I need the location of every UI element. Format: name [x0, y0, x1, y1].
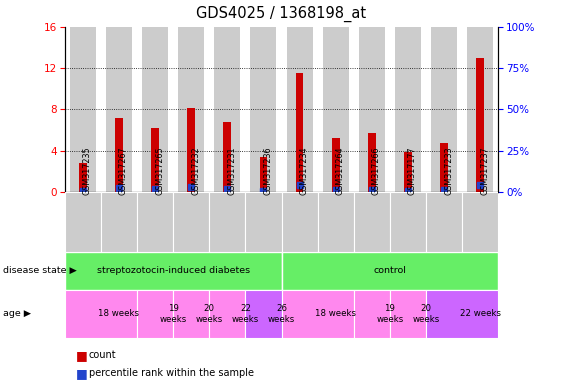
Bar [318, 192, 354, 252]
Bar [354, 192, 390, 252]
Bar [209, 192, 245, 252]
Text: percentile rank within the sample: percentile rank within the sample [89, 368, 254, 378]
Bar [296, 73, 303, 192]
Bar [151, 128, 159, 192]
Bar [173, 290, 209, 338]
Bar [359, 27, 385, 192]
Bar [368, 133, 376, 192]
Bar [390, 192, 426, 252]
Text: control: control [373, 266, 406, 275]
Text: GSM317264: GSM317264 [336, 146, 345, 195]
Text: GSM317232: GSM317232 [191, 146, 200, 195]
Bar [476, 58, 484, 192]
Text: 18 weeks: 18 weeks [99, 310, 140, 318]
Text: ■: ■ [76, 367, 88, 380]
Bar [404, 152, 412, 192]
Bar [137, 290, 173, 338]
Text: 19
weeks: 19 weeks [159, 304, 187, 324]
Text: 22
weeks: 22 weeks [232, 304, 259, 324]
Text: GSM317231: GSM317231 [227, 146, 236, 195]
Text: GDS4025 / 1368198_at: GDS4025 / 1368198_at [196, 5, 367, 22]
Bar [209, 290, 245, 338]
Bar [187, 108, 195, 192]
Text: GSM317236: GSM317236 [263, 146, 272, 195]
Bar [395, 27, 421, 192]
Bar [251, 27, 276, 192]
Bar [178, 27, 204, 192]
Bar [173, 192, 209, 252]
Bar [323, 27, 348, 192]
Bar [390, 290, 426, 338]
Bar [354, 290, 390, 338]
Text: 26
weeks: 26 weeks [268, 304, 295, 324]
Bar [467, 27, 493, 192]
Text: count: count [89, 350, 117, 360]
Bar [282, 192, 318, 252]
Bar [70, 27, 96, 192]
Bar [65, 252, 282, 290]
Text: GSM317234: GSM317234 [300, 146, 309, 195]
Bar [245, 192, 282, 252]
Bar [142, 27, 168, 192]
Text: GSM317177: GSM317177 [408, 146, 417, 195]
Text: 18 weeks: 18 weeks [315, 310, 356, 318]
Bar [260, 157, 267, 192]
Bar [215, 27, 240, 192]
Bar [332, 138, 339, 192]
Text: GSM317235: GSM317235 [83, 146, 92, 195]
Bar [65, 192, 101, 252]
Bar [65, 290, 137, 338]
Bar [462, 192, 498, 252]
Text: GSM317233: GSM317233 [444, 146, 453, 195]
Text: 20
weeks: 20 weeks [412, 304, 440, 324]
Text: GSM317265: GSM317265 [155, 146, 164, 195]
Bar [431, 27, 457, 192]
Bar [287, 27, 312, 192]
Text: 20
weeks: 20 weeks [195, 304, 223, 324]
Text: streptozotocin-induced diabetes: streptozotocin-induced diabetes [97, 266, 249, 275]
Text: ■: ■ [76, 349, 88, 362]
Bar [282, 290, 354, 338]
Bar [426, 192, 462, 252]
Text: age ▶: age ▶ [3, 310, 31, 318]
Bar [137, 192, 173, 252]
Text: GSM317267: GSM317267 [119, 146, 128, 195]
Text: GSM317237: GSM317237 [480, 146, 489, 195]
Text: 22 weeks: 22 weeks [460, 310, 501, 318]
Text: 19
weeks: 19 weeks [376, 304, 404, 324]
Bar [245, 290, 282, 338]
Text: GSM317266: GSM317266 [372, 146, 381, 195]
Text: disease state ▶: disease state ▶ [3, 266, 77, 275]
Bar [79, 163, 87, 192]
Bar [115, 118, 123, 192]
Bar [101, 192, 137, 252]
Bar [426, 290, 498, 338]
Bar [440, 144, 448, 192]
Bar [224, 122, 231, 192]
Bar [106, 27, 132, 192]
Bar [282, 252, 498, 290]
